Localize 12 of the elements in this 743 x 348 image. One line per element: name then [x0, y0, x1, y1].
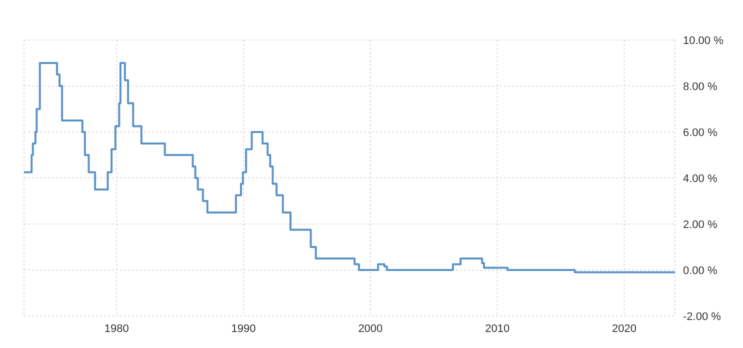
x-tick-label: 2020 — [612, 322, 636, 335]
y-tick-label: 8.00 % — [683, 80, 718, 93]
x-tick-label: 1980 — [104, 322, 129, 335]
y-tick-label: 2.00 % — [683, 218, 718, 231]
x-tick-label: 2000 — [358, 322, 383, 335]
y-tick-label: 0.00 % — [683, 264, 718, 277]
y-tick-label: 4.00 % — [683, 172, 718, 185]
y-tick-label: 10.00 % — [683, 34, 724, 47]
x-tick-label: 2010 — [485, 322, 510, 335]
y-tick-label: -2.00 % — [683, 310, 722, 323]
y-tick-label: 6.00 % — [683, 126, 718, 139]
x-tick-label: 1990 — [231, 322, 256, 335]
